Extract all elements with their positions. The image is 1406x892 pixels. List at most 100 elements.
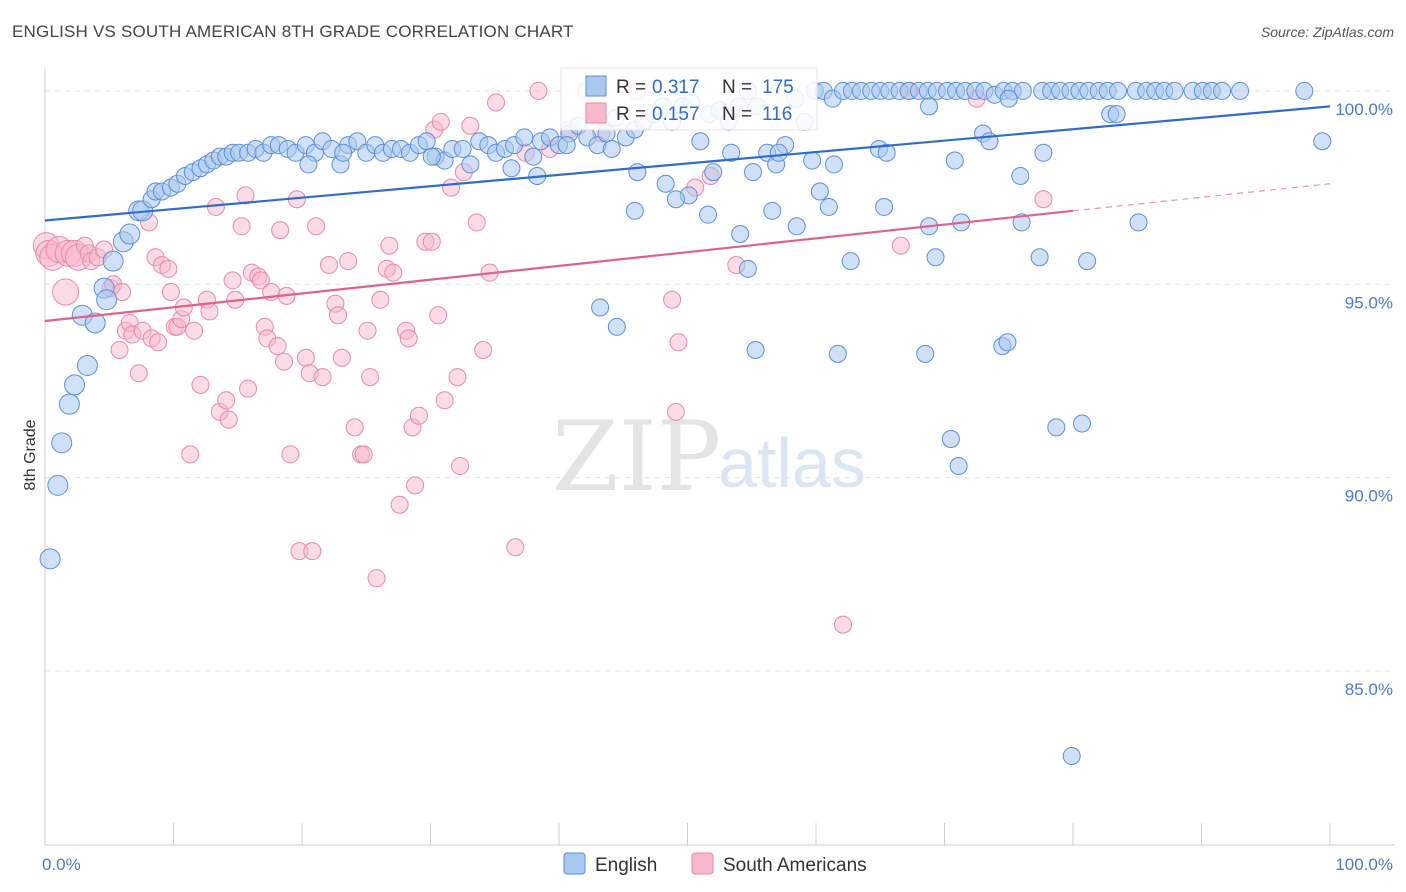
point-english-171 — [875, 197, 894, 216]
point-south-americans-64 — [313, 368, 332, 387]
point-south-americans-75 — [367, 569, 386, 588]
axes — [44, 68, 1395, 846]
legend-item-south-americans[interactable]: South Americans — [691, 852, 867, 876]
point-south-americans-119 — [1034, 190, 1053, 209]
legend-item-english[interactable]: English — [563, 852, 657, 876]
point-english-62 — [524, 147, 543, 166]
point-english-190 — [1072, 414, 1091, 433]
point-english-165 — [699, 205, 718, 224]
legend-sa-label: South Americans — [723, 855, 867, 876]
watermark: ZIP atlas — [552, 401, 866, 513]
point-south-americans-76 — [371, 290, 390, 309]
point-english-176 — [841, 252, 860, 271]
point-south-americans-96 — [461, 116, 480, 135]
point-english-137 — [334, 143, 353, 162]
stats-sa-r-value: 0.157 — [652, 104, 700, 125]
point-south-americans-79 — [384, 263, 403, 282]
point-english-5 — [76, 354, 98, 376]
point-english-133 — [1231, 81, 1250, 100]
legend-english-swatch — [563, 852, 586, 875]
point-south-americans-25 — [149, 333, 168, 352]
point-south-americans-115 — [833, 615, 852, 634]
watermark-zip: ZIP — [552, 401, 721, 513]
point-english-164 — [666, 190, 685, 209]
point-english-153 — [877, 143, 896, 162]
y-tick-labels: 85.0% 90.0% 95.0% 100.0% — [1335, 100, 1393, 699]
point-english-169 — [810, 182, 829, 201]
point-english-132 — [1213, 81, 1232, 100]
point-english-4 — [64, 374, 86, 396]
point-english-160 — [999, 89, 1018, 108]
point-south-americans-33 — [181, 445, 200, 464]
point-south-americans-49 — [251, 271, 270, 290]
stats-sa-swatch — [585, 102, 607, 124]
stats-sa-n-label: N = — [722, 104, 752, 125]
stats-english-r-value: 0.317 — [652, 77, 700, 98]
point-south-americans-63 — [307, 217, 326, 236]
chart-title: ENGLISH VS SOUTH AMERICAN 8TH GRADE CORR… — [12, 22, 574, 41]
point-english-150 — [803, 151, 822, 170]
stats-english-swatch — [585, 75, 607, 97]
y-tick-label-2: 95.0% — [1345, 293, 1393, 312]
point-south-americans-20 — [129, 364, 148, 383]
point-south-americans-35 — [191, 375, 210, 394]
stats-sa-r-label: R = — [616, 104, 646, 125]
point-english-138 — [422, 147, 441, 166]
point-english-177 — [926, 248, 945, 267]
point-south-americans-101 — [506, 538, 525, 557]
y-tick-label-0: 85.0% — [1345, 680, 1393, 699]
point-south-americans-74 — [361, 368, 380, 387]
point-south-americans-72 — [354, 445, 373, 464]
point-english-144 — [656, 174, 675, 193]
point-south-americans-27 — [159, 259, 178, 278]
point-english-146 — [704, 163, 723, 182]
point-english-61 — [515, 128, 534, 147]
point-south-americans-46 — [239, 379, 258, 398]
point-english-154 — [945, 151, 964, 170]
point-english-1 — [47, 474, 69, 496]
point-south-americans-15 — [110, 341, 129, 360]
source-credit: Source: ZipAtlas.com — [1260, 24, 1394, 40]
point-south-americans-100 — [487, 93, 506, 112]
point-english-184 — [828, 344, 847, 363]
point-english-134 — [1295, 81, 1314, 100]
point-english-167 — [763, 201, 782, 220]
series-legend: English South Americans — [563, 852, 867, 876]
point-english-7 — [84, 312, 106, 334]
point-english-149 — [769, 143, 788, 162]
point-english-157 — [1011, 167, 1030, 186]
point-south-americans-67 — [328, 306, 347, 325]
point-english-142 — [602, 139, 621, 158]
point-south-americans-68 — [332, 348, 351, 367]
point-english-192 — [1062, 747, 1081, 766]
point-english-151 — [824, 155, 843, 174]
point-south-americans-4 — [52, 278, 80, 306]
point-english-185 — [916, 344, 935, 363]
point-south-americans-73 — [358, 321, 377, 340]
point-south-americans-97 — [467, 213, 486, 232]
point-english-168 — [787, 217, 806, 236]
point-south-americans-53 — [268, 337, 287, 356]
point-south-americans-87 — [422, 232, 441, 251]
point-english-179 — [1078, 252, 1097, 271]
point-south-americans-62 — [303, 542, 322, 561]
point-south-americans-55 — [275, 352, 294, 371]
point-english-163 — [625, 201, 644, 220]
point-english-183 — [746, 341, 765, 360]
point-english-135 — [1313, 132, 1332, 151]
point-english-191 — [949, 457, 968, 476]
point-south-americans-82 — [399, 329, 418, 348]
point-english-10 — [102, 250, 124, 272]
point-english-80 — [691, 132, 710, 151]
point-south-americans-28 — [161, 283, 180, 302]
stats-english-n-label: N = — [722, 77, 752, 98]
trend-line-english — [44, 105, 1331, 222]
point-english-181 — [591, 298, 610, 317]
point-english-188 — [941, 429, 960, 448]
x-tick-labels: 0.0% 100.0% — [42, 855, 1393, 874]
point-south-americans-37 — [200, 302, 219, 321]
point-south-americans-54 — [271, 221, 290, 240]
legend-sa-swatch — [691, 852, 714, 875]
point-english-178 — [1030, 248, 1049, 267]
point-english-3 — [58, 393, 80, 415]
